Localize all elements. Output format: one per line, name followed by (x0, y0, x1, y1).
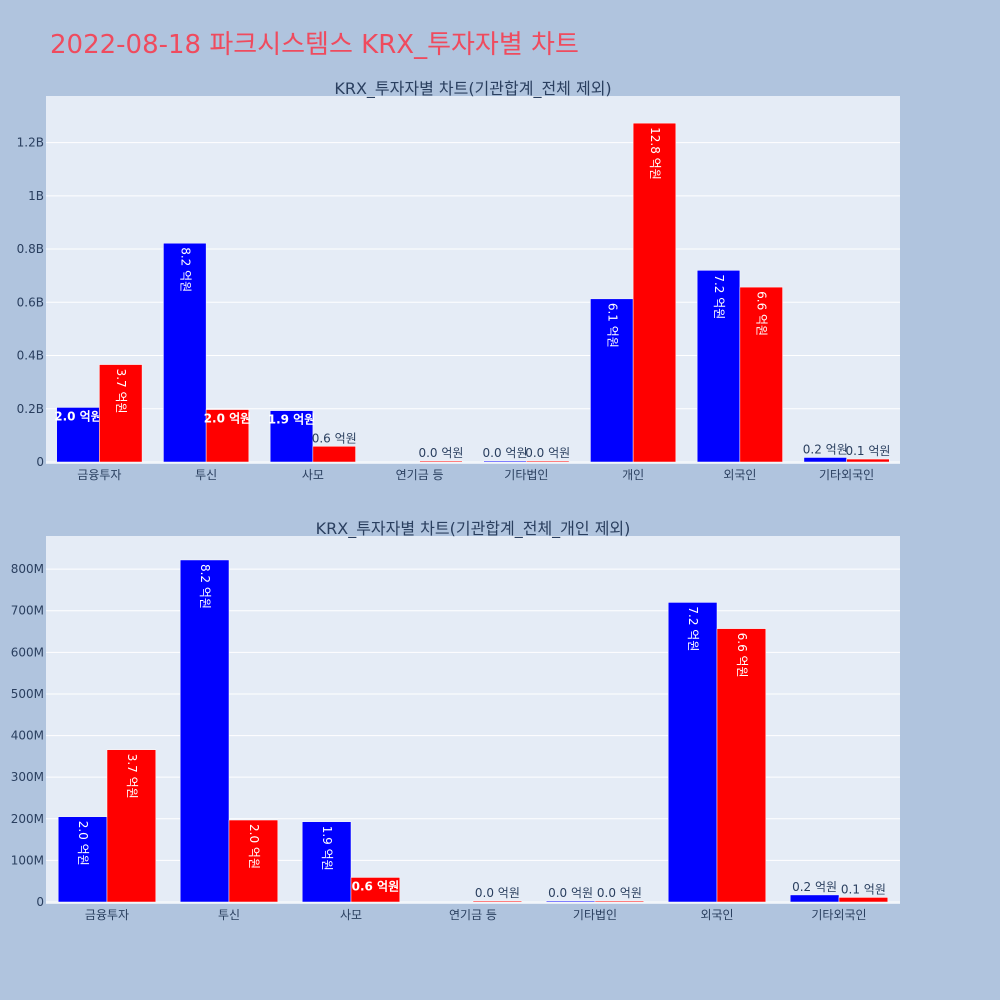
x-tick-label: 투신 (218, 908, 240, 922)
x-tick-label: 연기금 등 (449, 908, 497, 922)
bar-top-5-0 (590, 298, 634, 463)
bar-label: 6.6 억원 (755, 291, 769, 336)
bar-top-6-1 (739, 286, 783, 463)
bar-bottom-6-1 (838, 897, 889, 903)
bar-label: 0.0 억원 (548, 886, 593, 900)
y-tick-label: 500M (11, 687, 44, 701)
y-tick-label: 0.4B (17, 349, 44, 363)
bar-label: 0.1 억원 (841, 882, 886, 896)
x-tick-label: 외국인 (723, 468, 756, 482)
page-title: 2022-08-18 파크시스템스 KRX_투자자별 차트 (50, 30, 579, 60)
bar-label: 0.0 억원 (597, 886, 642, 900)
bar-label: 2.0 억원 (54, 409, 102, 423)
bar-top-6-0 (696, 270, 741, 463)
bar-label: 3.7 억원 (114, 369, 128, 414)
chart-bottom: KRX_투자자별 차트(기관합계_전체_개인 제외) 0 100M 200M 300M 4… (11, 519, 900, 922)
bar-top-2-0 (269, 410, 314, 463)
bar-label: 0.0 억원 (475, 886, 520, 900)
bar-bottom-3-1 (472, 900, 523, 903)
y-tick-label: 1B (28, 189, 44, 203)
bar-label: 8.2 억원 (178, 247, 192, 292)
bar-label: 0.0 억원 (418, 446, 463, 460)
bar-label: 2.0 억원 (76, 821, 90, 866)
x-tick-label: 기타법인 (573, 908, 617, 922)
x-tick-label: 기타외국인 (811, 908, 866, 922)
x-tick-label: 개인 (622, 468, 644, 482)
bar-bottom-2-1 (350, 877, 401, 903)
bar-bottom-0-1 (106, 749, 157, 903)
bar-top-7-0 (803, 457, 847, 463)
x-tick-label: 금융투자 (85, 908, 129, 922)
x-tick-label: 외국인 (700, 908, 733, 922)
bar-label: 1.9 억원 (320, 826, 334, 871)
bar-bottom-4-0 (545, 900, 596, 903)
plot-area (46, 536, 900, 904)
bar-bottom-5-1 (716, 628, 767, 903)
bar-top-3-1 (419, 460, 463, 463)
bar-top-0-1 (99, 364, 143, 463)
bar-label: 3.7 억원 (125, 754, 139, 799)
chart-top: KRX_투자자별 차트(기관합계_전체 제외) 0 0.2B 0.4B 0.6B 0.8B… (17, 79, 900, 482)
bar-label: 0.0 억원 (483, 446, 528, 460)
y-tick-label: 800M (11, 562, 44, 576)
x-tick-label: 금융투자 (77, 468, 121, 482)
bar-label: 0.1 억원 (845, 444, 890, 458)
bar-label: 7.2 억원 (686, 606, 700, 651)
y-tick-label: 0 (36, 455, 44, 469)
bar-top-4-1 (526, 460, 570, 463)
bar-bottom-0-0 (57, 816, 108, 903)
y-tick-label: 1.2B (17, 136, 44, 150)
bar-bottom-1-1 (228, 819, 279, 903)
bar-top-1-1 (205, 409, 250, 463)
bar-label: 2.0 억원 (204, 412, 252, 426)
y-tick-label: 0.6B (17, 295, 44, 309)
bar-top-5-1 (632, 122, 677, 463)
x-tick-label: 사모 (302, 468, 324, 482)
bar-label: 1.9 억원 (268, 413, 316, 427)
bar-top-1-0 (163, 242, 207, 463)
bar-label: 7.2 억원 (712, 274, 726, 319)
x-tick-label: 기타법인 (504, 468, 548, 482)
x-tick-label: 투신 (195, 468, 217, 482)
x-tick-label: 기타외국인 (819, 468, 874, 482)
y-tick-label: 0.8B (17, 242, 44, 256)
y-tick-label: 0 (36, 895, 44, 909)
bar-top-2-1 (312, 446, 356, 463)
y-tick-label: 0.2B (17, 402, 44, 416)
bar-top-4-0 (483, 460, 527, 463)
y-tick-label: 400M (11, 729, 44, 743)
bar-label: 12.8 억원 (648, 127, 662, 180)
bar-label: 0.6 억원 (352, 879, 400, 893)
y-tick-label: 700M (11, 604, 44, 618)
x-tick-label: 연기금 등 (396, 468, 444, 482)
bar-label: 0.0 억원 (525, 446, 570, 460)
bar-label: 6.1 억원 (605, 303, 619, 348)
chart-title: KRX_투자자별 차트(기관합계_전체_개인 제외) (316, 519, 631, 539)
bar-label: 0.6 억원 (312, 431, 357, 445)
bar-bottom-4-1 (594, 900, 645, 903)
bar-bottom-6-0 (789, 894, 840, 903)
y-tick-label: 200M (11, 812, 44, 826)
bar-top-7-1 (846, 458, 890, 463)
bar-label: 6.6 억원 (735, 633, 749, 678)
x-tick-label: 사모 (340, 908, 362, 922)
bar-label: 0.2 억원 (803, 442, 848, 456)
y-tick-label: 600M (11, 645, 44, 659)
bar-label: 2.0 억원 (247, 824, 261, 869)
bar-bottom-5-0 (667, 602, 718, 903)
y-tick-label: 300M (11, 770, 44, 784)
chart-title: KRX_투자자별 차트(기관합계_전체 제외) (334, 79, 611, 99)
bar-bottom-1-0 (179, 559, 230, 903)
bar-label: 0.2 억원 (792, 880, 837, 894)
bar-label: 8.2 억원 (198, 564, 212, 609)
y-tick-label: 100M (11, 853, 44, 867)
bar-bottom-2-0 (301, 821, 352, 903)
